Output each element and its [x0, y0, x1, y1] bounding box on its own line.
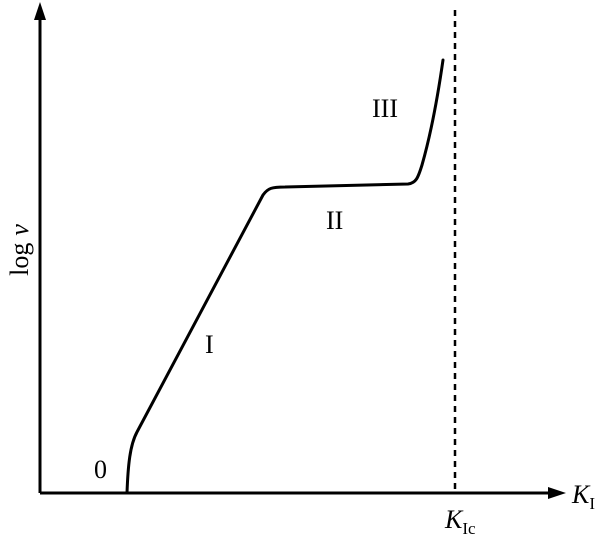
region-II-label: II [326, 206, 343, 235]
region-III-label: III [372, 94, 398, 123]
x-axis-label-main: K [571, 480, 591, 509]
y-axis-arrowhead [34, 2, 46, 20]
region-0-label: 0 [94, 455, 107, 484]
critical-kic-label: KIc [444, 505, 476, 538]
critical-kic-label-main: K [444, 505, 464, 534]
x-axis-arrowhead [548, 487, 566, 499]
region-I-label: I [205, 330, 214, 359]
crack-growth-curve [125, 58, 445, 495]
critical-kic-label-sub: Ic [462, 519, 476, 538]
y-axis-label-var: v [5, 224, 34, 236]
y-axis-label: log v [5, 224, 34, 276]
y-axis-label-main: log [5, 243, 34, 276]
x-axis-label: KI [571, 480, 595, 513]
x-axis-label-sub: I [589, 494, 595, 513]
